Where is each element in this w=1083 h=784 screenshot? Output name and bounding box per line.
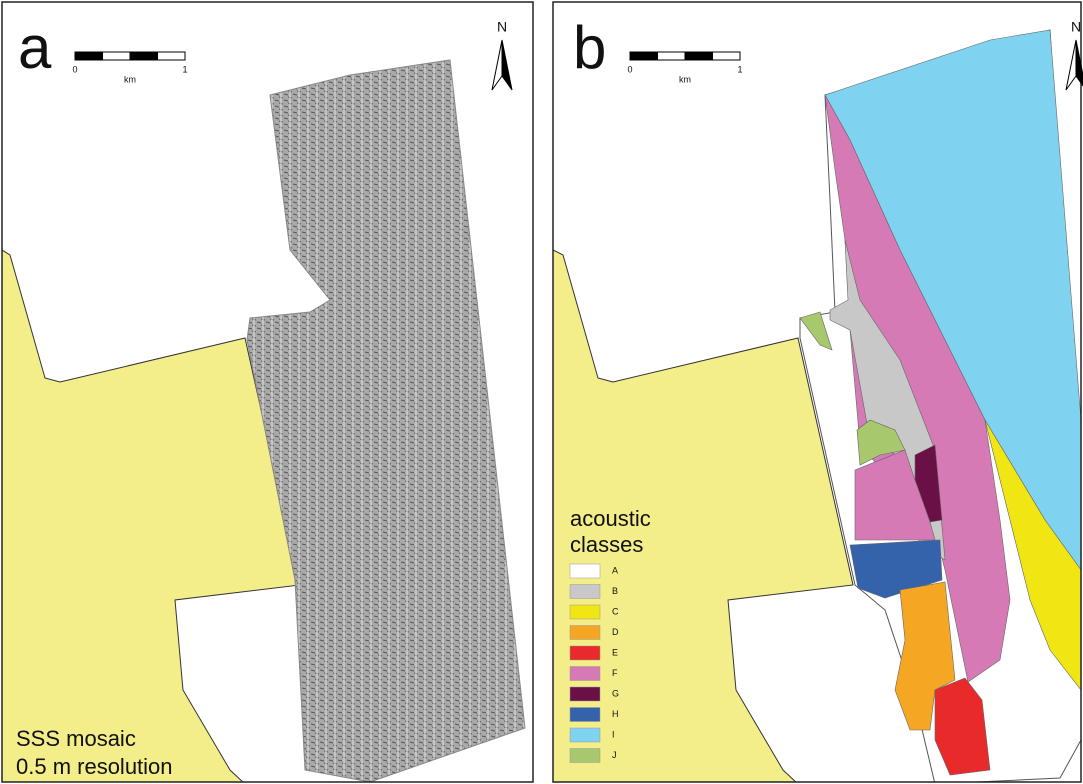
legend-title: acoustic bbox=[570, 506, 651, 531]
legend-label: J bbox=[612, 750, 617, 760]
scale-label: 0 bbox=[72, 64, 77, 74]
panel-b bbox=[553, 30, 1081, 784]
scale-segment bbox=[658, 52, 686, 60]
scale-segment bbox=[130, 52, 158, 60]
legend-swatch bbox=[570, 605, 600, 619]
panel-a bbox=[2, 60, 525, 784]
north-arrow bbox=[492, 40, 502, 90]
scale-segment bbox=[630, 52, 658, 60]
caption: SSS mosaic bbox=[16, 726, 136, 751]
legend-label: I bbox=[612, 729, 615, 739]
scale-segment bbox=[713, 52, 741, 60]
legend-title: classes bbox=[570, 532, 643, 557]
legend-swatch bbox=[570, 667, 600, 681]
caption: 0.5 m resolution bbox=[16, 754, 173, 779]
scale-segment bbox=[685, 52, 713, 60]
legend-swatch bbox=[570, 564, 600, 578]
legend-swatch bbox=[570, 646, 600, 660]
panel-label: a bbox=[18, 14, 52, 81]
legend-label: C bbox=[612, 606, 619, 616]
scale-label: 1 bbox=[182, 64, 187, 74]
legend-swatch bbox=[570, 708, 600, 722]
legend-swatch bbox=[570, 585, 600, 599]
scale-unit: km bbox=[679, 74, 691, 84]
sss-mosaic bbox=[247, 60, 525, 782]
legend-label: G bbox=[612, 688, 619, 698]
legend-label: H bbox=[612, 709, 619, 719]
panel-label: b bbox=[573, 14, 606, 81]
legend-label: A bbox=[612, 565, 618, 575]
legend-label: F bbox=[612, 668, 618, 678]
legend-swatch bbox=[570, 749, 600, 763]
legend-label: B bbox=[612, 586, 618, 596]
legend-swatch bbox=[570, 728, 600, 742]
figure: a 0 1 km N SSS mosaic 0.5 m resolution b 0 1 km Nac… bbox=[0, 0, 1083, 784]
north-label: N bbox=[497, 19, 507, 35]
legend-swatch bbox=[570, 687, 600, 701]
scale-segment bbox=[75, 52, 103, 60]
legend-label: D bbox=[612, 627, 619, 637]
north-arrow bbox=[502, 40, 512, 90]
scale-label: 1 bbox=[737, 64, 742, 74]
north-label: N bbox=[1071, 19, 1081, 35]
legend-swatch bbox=[570, 626, 600, 640]
legend-label: E bbox=[612, 647, 618, 657]
scale-segment bbox=[103, 52, 131, 60]
scale-label: 0 bbox=[627, 64, 632, 74]
scale-unit: km bbox=[124, 74, 136, 84]
north-arrow bbox=[1076, 40, 1083, 90]
scale-segment bbox=[158, 52, 186, 60]
north-arrow bbox=[1066, 40, 1076, 90]
